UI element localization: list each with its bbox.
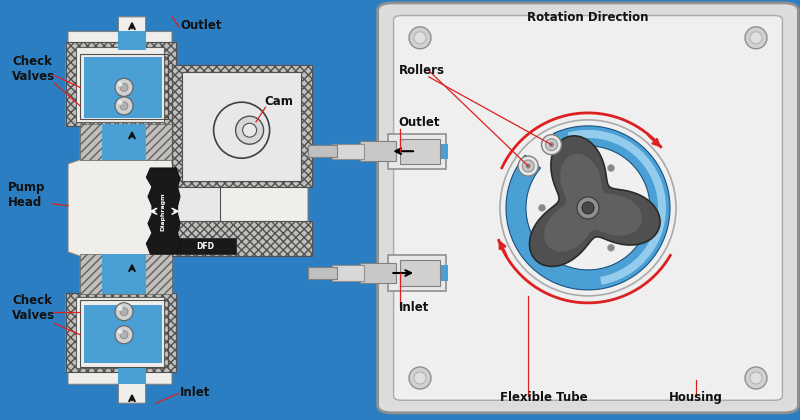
Ellipse shape xyxy=(607,244,614,251)
Ellipse shape xyxy=(115,326,133,344)
Ellipse shape xyxy=(750,32,762,44)
Text: Diaphragm: Diaphragm xyxy=(161,192,166,231)
Ellipse shape xyxy=(522,160,534,172)
Ellipse shape xyxy=(120,102,128,110)
Ellipse shape xyxy=(115,303,133,320)
Text: Inlet: Inlet xyxy=(180,386,210,399)
Bar xyxy=(332,265,364,281)
Bar xyxy=(424,265,448,281)
Bar xyxy=(66,44,98,126)
Ellipse shape xyxy=(118,329,122,334)
Ellipse shape xyxy=(546,139,558,151)
Bar xyxy=(424,144,448,159)
Bar xyxy=(80,300,168,367)
Text: Inlet: Inlet xyxy=(398,301,429,314)
Bar xyxy=(176,238,236,254)
Bar xyxy=(76,47,164,122)
Text: Rotation Direction: Rotation Direction xyxy=(527,11,649,24)
Bar xyxy=(360,263,396,283)
Ellipse shape xyxy=(415,266,425,276)
Ellipse shape xyxy=(500,120,676,296)
Ellipse shape xyxy=(118,306,122,311)
Polygon shape xyxy=(544,154,642,252)
Ellipse shape xyxy=(115,79,133,96)
Ellipse shape xyxy=(120,307,128,316)
Ellipse shape xyxy=(745,367,767,389)
Bar xyxy=(66,294,98,372)
Text: DFD: DFD xyxy=(197,241,214,251)
Bar xyxy=(360,141,396,161)
Text: Rollers: Rollers xyxy=(398,63,445,76)
Ellipse shape xyxy=(409,27,431,49)
Bar xyxy=(102,124,146,160)
Bar xyxy=(102,254,146,294)
Ellipse shape xyxy=(750,372,762,384)
Ellipse shape xyxy=(214,102,270,158)
Ellipse shape xyxy=(582,202,594,214)
Bar xyxy=(140,44,172,126)
Text: Check
Valves: Check Valves xyxy=(12,55,55,83)
Polygon shape xyxy=(530,136,660,266)
Bar xyxy=(66,42,176,126)
Ellipse shape xyxy=(518,156,538,176)
Polygon shape xyxy=(66,17,308,403)
Text: Cam: Cam xyxy=(264,95,293,108)
Bar xyxy=(80,124,172,160)
Bar xyxy=(308,267,337,279)
Polygon shape xyxy=(146,168,180,254)
Bar xyxy=(172,187,220,221)
Bar xyxy=(332,144,364,159)
Ellipse shape xyxy=(120,83,128,92)
Bar xyxy=(80,254,172,294)
Ellipse shape xyxy=(411,262,429,280)
Polygon shape xyxy=(506,126,670,290)
Bar xyxy=(172,65,312,187)
Bar xyxy=(400,260,440,286)
Ellipse shape xyxy=(242,123,257,137)
Bar xyxy=(84,57,162,118)
Ellipse shape xyxy=(409,367,431,389)
Text: Flexible Tube: Flexible Tube xyxy=(500,391,588,404)
Bar xyxy=(400,139,440,164)
Bar xyxy=(84,304,162,363)
FancyBboxPatch shape xyxy=(378,3,798,413)
Text: Outlet: Outlet xyxy=(180,19,222,32)
Bar xyxy=(388,255,446,291)
Ellipse shape xyxy=(607,165,614,171)
Bar xyxy=(140,294,172,372)
Ellipse shape xyxy=(118,100,122,105)
Bar xyxy=(308,145,337,157)
Ellipse shape xyxy=(414,32,426,44)
Ellipse shape xyxy=(120,331,128,339)
Text: Pump
Head: Pump Head xyxy=(8,181,46,209)
Text: Housing: Housing xyxy=(669,391,723,404)
Bar xyxy=(388,134,446,169)
Polygon shape xyxy=(568,130,666,285)
Ellipse shape xyxy=(577,197,599,219)
Ellipse shape xyxy=(411,136,429,154)
Ellipse shape xyxy=(538,205,546,211)
Bar xyxy=(118,368,146,384)
Ellipse shape xyxy=(415,140,425,150)
Text: Outlet: Outlet xyxy=(398,116,440,129)
Ellipse shape xyxy=(526,163,530,168)
Bar xyxy=(118,31,146,50)
Ellipse shape xyxy=(115,97,133,115)
Ellipse shape xyxy=(745,27,767,49)
FancyBboxPatch shape xyxy=(394,16,782,400)
Bar xyxy=(66,293,176,372)
Bar xyxy=(182,72,301,181)
Ellipse shape xyxy=(414,372,426,384)
Bar xyxy=(80,54,168,119)
Ellipse shape xyxy=(118,81,122,87)
Text: Check
Valves: Check Valves xyxy=(12,294,55,322)
Ellipse shape xyxy=(235,116,264,144)
Ellipse shape xyxy=(542,135,562,155)
Ellipse shape xyxy=(549,142,554,147)
Bar xyxy=(76,297,164,368)
Bar xyxy=(172,220,312,256)
